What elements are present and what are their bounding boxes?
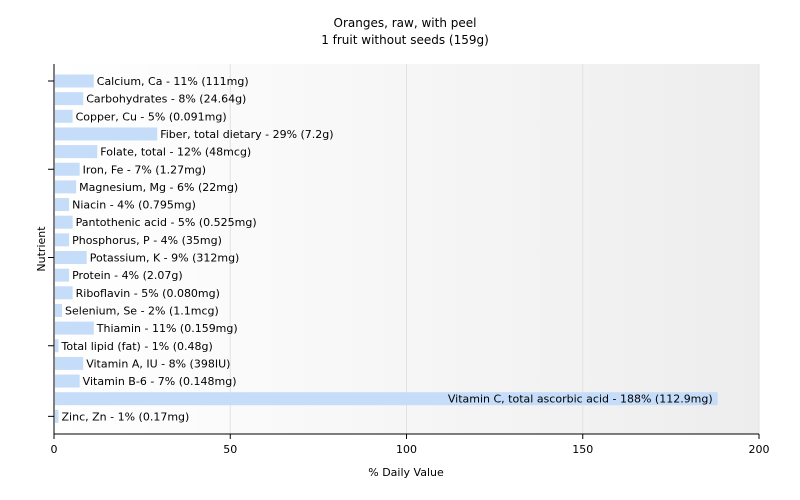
bar [55, 233, 70, 247]
bar-label: Total lipid (fat) - 1% (0.48g) [61, 340, 213, 353]
bar [55, 321, 94, 335]
bar-label: Fiber, total dietary - 29% (7.2g) [160, 128, 333, 141]
bars [55, 74, 718, 423]
bar-label: Copper, Cu - 5% (0.091mg) [76, 110, 227, 123]
bar [55, 198, 70, 212]
bar-label: Vitamin A, IU - 8% (398IU) [86, 357, 230, 370]
x-tick-label: 50 [223, 443, 237, 456]
bar-label: Protein - 4% (2.07g) [72, 269, 183, 282]
bar [55, 286, 73, 300]
bar-label: Niacin - 4% (0.795mg) [72, 199, 196, 212]
bar [55, 92, 84, 106]
x-axis-title: % Daily Value [368, 466, 444, 479]
bar [55, 162, 80, 176]
axes: 0 50 100 150 200 [48, 64, 770, 456]
bar [55, 127, 158, 141]
x-tick-label: 0 [51, 443, 58, 456]
bar-label: Phosphorus, P - 4% (35mg) [72, 234, 222, 247]
bar-label: Pantothenic acid - 5% (0.525mg) [76, 216, 257, 229]
x-tick-label: 200 [749, 443, 770, 456]
grid-lines [229, 64, 760, 434]
bar [55, 109, 73, 123]
bar [55, 268, 70, 282]
bar-label: Iron, Fe - 7% (1.27mg) [83, 163, 206, 176]
y-axis-title: Nutrient [35, 226, 48, 272]
x-tick-label: 100 [396, 443, 417, 456]
bar [55, 374, 80, 388]
bar-label: Calcium, Ca - 11% (111mg) [97, 75, 249, 88]
bar [55, 251, 87, 264]
bar-label: Selenium, Se - 2% (1.1mcg) [65, 304, 219, 317]
bar [55, 356, 84, 370]
bar-label: Riboflavin - 5% (0.080mg) [76, 287, 220, 300]
bar-label: Carbohydrates - 8% (24.64g) [86, 93, 246, 106]
bar [55, 180, 77, 194]
bar [55, 145, 98, 159]
chart-subtitle: 1 fruit without seeds (159g) [321, 33, 489, 47]
bar-label: Potassium, K - 9% (312mg) [90, 252, 240, 265]
bar-label: Zinc, Zn - 1% (0.17mg) [62, 410, 190, 423]
x-tick-label: 150 [572, 443, 593, 456]
chart-title: Oranges, raw, with peel [334, 16, 477, 30]
bar [55, 392, 718, 406]
bar [55, 409, 59, 423]
bar [55, 215, 73, 229]
bar-label: Vitamin C, total ascorbic acid - 188% (1… [448, 393, 713, 406]
bar [55, 339, 59, 353]
bar-label: Vitamin B-6 - 7% (0.148mg) [83, 375, 237, 388]
bar-labels: Calcium, Ca - 11% (111mg) Carbohydrates -… [61, 75, 713, 423]
bar-label: Thiamin - 11% (0.159mg) [96, 322, 238, 335]
bar-label: Folate, total - 12% (48mcg) [100, 146, 251, 159]
bar-label: Magnesium, Mg - 6% (22mg) [79, 181, 238, 194]
bar [55, 74, 94, 88]
bar [55, 303, 63, 317]
